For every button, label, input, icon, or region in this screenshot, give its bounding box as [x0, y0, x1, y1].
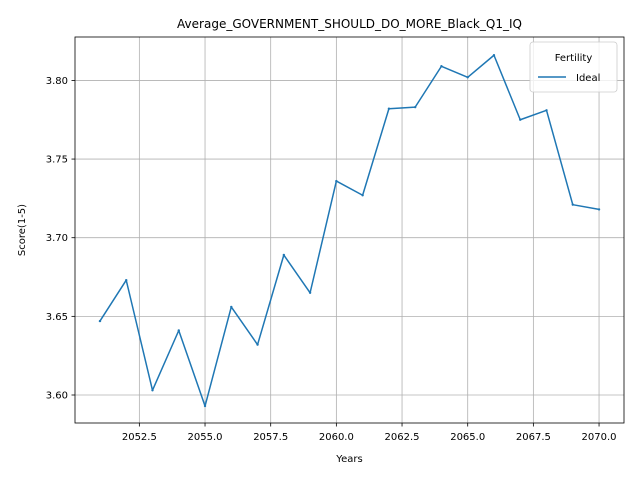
x-tick-label: 2052.5 — [122, 432, 157, 443]
legend-label-ideal: Ideal — [576, 73, 600, 84]
x-tick-label: 2060.0 — [319, 432, 354, 443]
series-line-ideal — [99, 54, 600, 407]
axis-ticks: 2052.5 2055.0 2057.5 2060.0 2062.5 2065.0 2067… — [46, 76, 617, 443]
y-axis-title: Score(1-5) — [17, 204, 28, 256]
data-point — [492, 54, 496, 57]
grid — [75, 37, 624, 423]
legend: Fertility Ideal — [529, 41, 618, 93]
legend-box — [529, 41, 618, 93]
y-tick-label: 3.80 — [46, 76, 68, 87]
x-tick-label: 2057.5 — [253, 432, 288, 443]
x-tick-label: 2065.0 — [450, 432, 485, 443]
data-point — [203, 404, 207, 408]
data-point — [151, 389, 154, 392]
legend-title: Fertility — [555, 53, 593, 64]
data-point — [571, 203, 574, 206]
data-point — [308, 291, 312, 294]
chart-title: Average_GOVERNMENT_SHOULD_DO_MORE_Black_… — [177, 17, 522, 31]
data-point — [230, 305, 233, 309]
data-point — [440, 65, 443, 68]
data-point — [466, 76, 469, 79]
y-tick-label: 3.70 — [46, 233, 68, 244]
data-point — [387, 107, 391, 110]
data-point — [282, 253, 286, 257]
x-tick-label: 2062.5 — [385, 432, 420, 443]
data-point — [361, 194, 364, 197]
data-point — [98, 319, 102, 323]
y-tick-label: 3.75 — [46, 155, 68, 166]
data-point — [413, 105, 417, 109]
data-point — [597, 208, 601, 211]
y-tick-label: 3.60 — [46, 391, 68, 402]
x-axis-title: Years — [335, 454, 362, 465]
plot-area-frame — [74, 36, 625, 424]
data-lines — [98, 54, 601, 408]
y-tick-label: 3.65 — [46, 312, 68, 323]
data-point — [125, 278, 128, 282]
x-tick-label: 2055.0 — [188, 432, 223, 443]
data-point — [519, 118, 522, 121]
data-point — [256, 343, 259, 346]
data-point — [545, 109, 548, 112]
data-point — [177, 329, 180, 332]
x-tick-label: 2070.0 — [582, 432, 617, 443]
x-tick-label: 2067.5 — [516, 432, 551, 443]
data-point — [335, 179, 338, 183]
